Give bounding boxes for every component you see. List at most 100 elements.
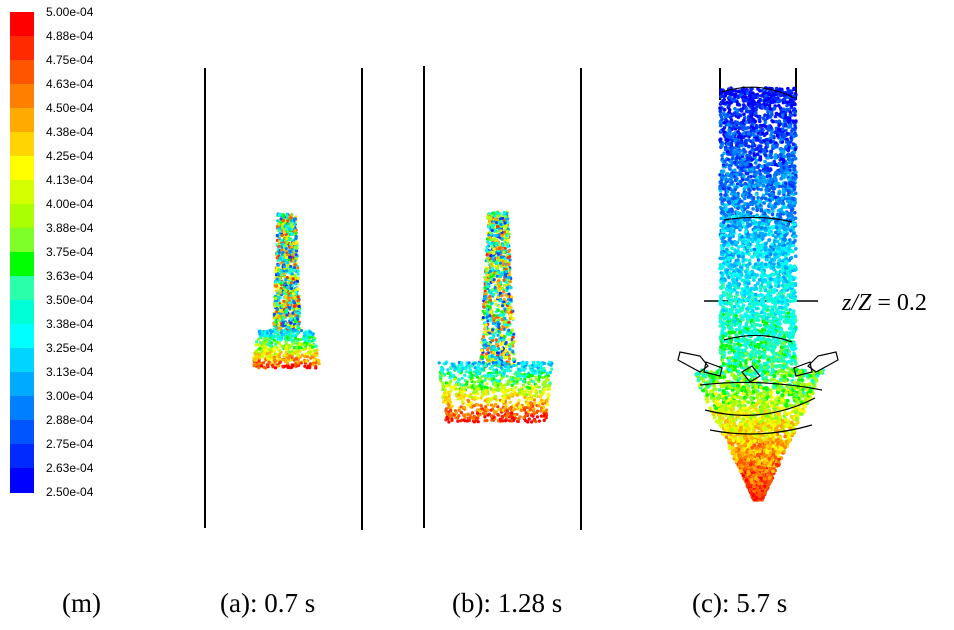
particle [494, 331, 498, 335]
particle [296, 266, 300, 270]
particle [511, 335, 515, 339]
particle [297, 304, 301, 308]
particle [537, 385, 541, 389]
particle [741, 263, 746, 267]
particle [501, 262, 505, 267]
particle [508, 347, 512, 351]
particle [483, 346, 487, 350]
particle [494, 373, 498, 378]
particle [288, 301, 292, 305]
particle [464, 367, 468, 371]
particle [462, 393, 467, 398]
particle [493, 286, 497, 290]
particle [506, 220, 510, 224]
particle [763, 159, 767, 164]
particle [288, 271, 292, 275]
particle [284, 347, 288, 351]
particle [497, 329, 501, 333]
particle [483, 286, 487, 290]
particle [257, 359, 261, 363]
particle [293, 351, 297, 355]
colorbar-band [10, 108, 34, 133]
particle [289, 265, 293, 269]
particle [453, 377, 457, 381]
particle [509, 306, 513, 310]
particle [496, 258, 500, 262]
particle [469, 401, 473, 405]
particle [496, 308, 500, 313]
particle [280, 233, 284, 237]
particle [758, 323, 763, 328]
particle [278, 276, 282, 280]
particle [492, 316, 496, 320]
particle [274, 325, 278, 329]
particle [499, 366, 503, 370]
particle [464, 370, 468, 374]
particle [487, 219, 492, 223]
particle [488, 236, 492, 240]
particle [497, 313, 501, 317]
particle [444, 400, 448, 404]
colorbar-band [10, 12, 34, 37]
particle [284, 278, 288, 282]
particle [277, 213, 281, 217]
colorbar-tick-label: 2.50e-04 [46, 485, 94, 499]
particle [483, 415, 487, 419]
particle [272, 349, 277, 353]
particle [289, 286, 294, 291]
particle [296, 269, 300, 273]
particle [284, 289, 288, 293]
particle [274, 269, 278, 273]
particle [499, 229, 503, 233]
colorbar-band [10, 276, 34, 301]
particle [519, 405, 523, 409]
particle [527, 390, 531, 394]
particle [277, 280, 282, 284]
particle [507, 337, 511, 342]
particle [523, 408, 527, 412]
particle [452, 385, 456, 389]
particle [497, 271, 501, 275]
particle [263, 330, 267, 334]
particle [509, 411, 514, 415]
particle [295, 301, 299, 305]
particle [498, 299, 502, 303]
particle [441, 396, 445, 400]
particle [512, 332, 516, 336]
particle [499, 219, 503, 223]
colorbar-tick-label: 4.63e-04 [46, 77, 94, 91]
particle [508, 387, 512, 392]
particle [265, 352, 269, 356]
particle [482, 334, 486, 339]
particle [510, 341, 514, 345]
particle [276, 258, 281, 263]
particle [289, 267, 293, 271]
colorbar-tick-label: 3.38e-04 [46, 317, 94, 331]
particle [283, 328, 287, 332]
particle [285, 240, 289, 245]
particle [275, 340, 279, 344]
colorbar-tick-label: 2.75e-04 [46, 437, 94, 451]
particle [495, 221, 499, 225]
particle [283, 358, 287, 362]
particle [486, 358, 490, 362]
particle [519, 374, 523, 378]
particle [522, 374, 527, 379]
particle [277, 335, 281, 339]
particle [463, 373, 467, 377]
particle [522, 365, 526, 369]
particle [263, 344, 267, 348]
particle [515, 403, 519, 408]
particle [291, 252, 295, 256]
particle [470, 385, 474, 389]
particle [738, 325, 742, 329]
particle [473, 366, 477, 370]
particle [490, 228, 494, 232]
particle [299, 346, 303, 350]
particle [719, 192, 723, 197]
particle [769, 285, 773, 289]
particle [539, 361, 543, 365]
particle [529, 393, 533, 397]
particle [499, 234, 503, 238]
particle [294, 307, 298, 311]
